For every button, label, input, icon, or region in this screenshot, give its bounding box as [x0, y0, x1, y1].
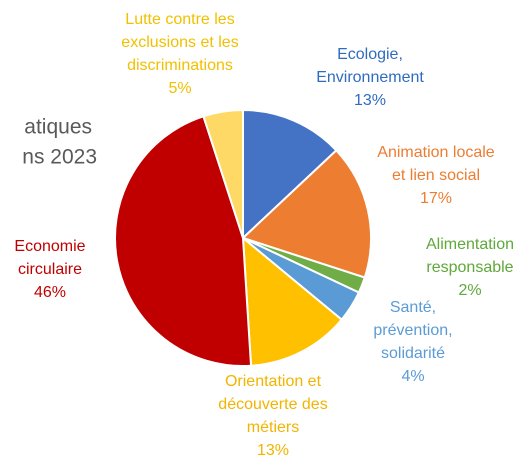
- value-label: 13%: [257, 442, 289, 459]
- chart-title: ns 2023: [22, 146, 97, 169]
- value-label: 4%: [401, 368, 424, 385]
- slice-label: métiers: [247, 419, 299, 436]
- slice-label: discriminations: [127, 57, 233, 74]
- slice-label: Orientation et: [225, 373, 322, 390]
- slice-label: Ecologie,: [337, 46, 403, 63]
- slice-label: prévention,: [373, 322, 452, 339]
- value-label: 17%: [420, 190, 452, 207]
- value-label: 2%: [458, 282, 481, 299]
- pie-slice: [241, 148, 372, 279]
- pie-slice: [114, 115, 253, 367]
- slice-label: Environnement: [316, 69, 424, 86]
- chart-title: atiques: [24, 116, 92, 139]
- pie-slice: [242, 108, 338, 241]
- slice-label: Economie: [14, 238, 85, 255]
- value-label: 46%: [34, 284, 66, 301]
- slice-label: découverte des: [218, 396, 327, 413]
- slice-label: et lien social: [392, 167, 480, 184]
- slice-label: Lutte contre les: [125, 11, 234, 28]
- slice-label: responsable: [426, 259, 513, 276]
- value-label: 5%: [168, 80, 191, 97]
- pie-slice: [241, 235, 344, 367]
- pie-slice: [202, 108, 244, 239]
- slice-label: Animation locale: [377, 144, 495, 161]
- slice-label: solidarité: [381, 345, 445, 362]
- slice-label: circulaire: [18, 261, 82, 278]
- slice-label: exclusions et les: [121, 34, 238, 51]
- slice-label: Santé,: [390, 299, 436, 316]
- slice-label: Alimentation: [426, 236, 514, 253]
- value-label: 13%: [354, 92, 386, 109]
